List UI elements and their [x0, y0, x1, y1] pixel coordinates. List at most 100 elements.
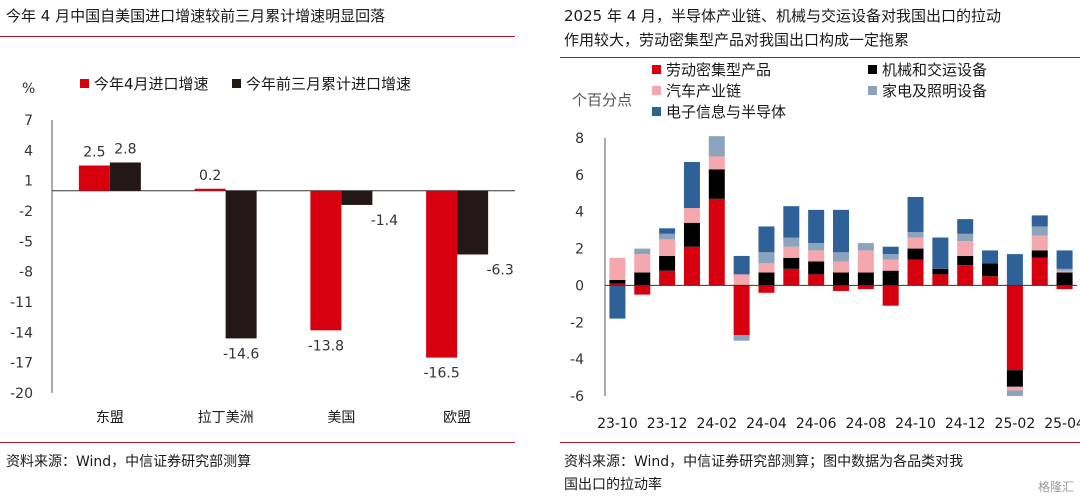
bar-segment-24-04-1: [758, 272, 775, 286]
bar-segment-24-03-0: [733, 285, 750, 336]
y-tick-label: -5: [19, 234, 33, 250]
bar-segment-24-07-4: [833, 209, 849, 253]
bar-segment-25-01-1: [982, 263, 999, 277]
y-tick-label: -11: [10, 295, 33, 311]
bar-segment-23-10-4: [609, 285, 626, 319]
bar-东盟-0: [78, 165, 110, 191]
legend-swatch-4: [652, 107, 661, 116]
bar-segment-24-05-0: [783, 268, 800, 286]
bar-segment-25-03-0: [1031, 257, 1048, 286]
bar-segment-24-07-1: [833, 272, 849, 286]
y-tick-label: -4: [570, 352, 584, 368]
y-tick-label: 2: [575, 242, 584, 258]
y-tick-label: -8: [19, 265, 33, 281]
x-tick-label: 24-12: [945, 416, 986, 432]
bar-segment-24-03-4: [733, 255, 750, 275]
bar-segment-23-11-1: [634, 272, 651, 286]
x-tick-label: 25-04: [1044, 416, 1080, 432]
left-chart-title: 今年 4 月中国自美国进口增速较前三月累计增速明显回落: [6, 7, 386, 25]
bar-segment-25-03-2: [1031, 235, 1048, 251]
bar-segment-25-02-1: [1006, 370, 1023, 387]
bar-segment-23-12-2: [659, 239, 676, 256]
bar-segment-24-09-0: [882, 285, 899, 306]
left-chart: 今年4月进口增速 今年前三月累计进口增速% 7 4 1 -2 -5 -8 -11 -14 -17 -2…: [10, 75, 515, 426]
data-label: -6.3: [486, 262, 513, 278]
bar-segment-24-11-0: [932, 274, 949, 286]
y-tick-label: -14: [10, 325, 33, 341]
bar-segment-25-02-0: [1006, 285, 1023, 371]
bar-segment-24-06-0: [808, 274, 825, 286]
bar-segment-24-05-1: [783, 257, 800, 269]
legend-label-0: 劳动密集型产品: [666, 61, 771, 79]
y-tick-label: 1: [24, 174, 33, 190]
bar-segment-25-04-0: [1056, 285, 1073, 290]
bar-segment-24-10-2: [907, 237, 924, 249]
legend-swatch-3: [868, 86, 877, 95]
legend-label-2: 汽车产业链: [666, 82, 741, 100]
bar-segment-23-12-1: [659, 255, 676, 271]
right-chart-title-line1: 2025 年 4 月，半导体产业链、机械与交运设备对我国出口的拉动: [564, 7, 1002, 25]
bar-segment-25-04-3: [1056, 268, 1073, 271]
watermark-logo: 格隆汇: [1037, 480, 1074, 494]
x-tick-label: 24-04: [746, 416, 787, 432]
legend-label-1: 今年前三月累计进口增速: [246, 75, 411, 93]
bar-segment-24-12-0: [957, 265, 974, 286]
bar-segment-24-09-1: [882, 270, 899, 286]
legend-swatch-2: [652, 86, 661, 95]
bar-segment-25-04-1: [1056, 272, 1073, 286]
bar-segment-24-01-2: [683, 208, 700, 223]
bar-segment-24-08-0: [857, 285, 874, 290]
bar-segment-25-01-0: [982, 276, 999, 286]
bar-segment-25-02-2: [1006, 386, 1023, 391]
bar-segment-25-02-3: [1006, 390, 1023, 396]
bar-segment-23-12-4: [659, 228, 676, 234]
bar-segment-24-07-3: [833, 252, 849, 262]
x-tick-label: 东盟: [96, 410, 124, 426]
bar-segment-23-11-0: [634, 285, 651, 295]
bar-segment-24-09-4: [882, 246, 899, 255]
bar-segment-24-01-0: [683, 246, 700, 286]
bar-segment-24-04-0: [758, 285, 775, 293]
bar-segment-23-10-0: [609, 283, 626, 286]
data-label: 2.5: [83, 145, 105, 161]
data-label: -14.6: [223, 346, 259, 362]
bar-美国-0: [310, 190, 342, 331]
bar-欧盟-0: [426, 190, 458, 358]
legend-label-1: 机械和交运设备: [882, 61, 987, 79]
bar-拉丁美洲-1: [225, 190, 257, 339]
x-tick-label: 24-08: [845, 416, 886, 432]
y-axis-unit: %: [22, 81, 35, 97]
bar-东盟-1: [109, 162, 141, 191]
y-tick-label: 0: [575, 278, 584, 294]
bar-欧盟-1: [457, 190, 489, 255]
x-tick-label: 拉丁美洲: [198, 410, 254, 426]
bar-segment-24-06-4: [808, 209, 825, 244]
bar-segment-24-11-4: [932, 237, 949, 269]
x-tick-label: 美国: [327, 410, 355, 426]
bar-segment-24-02-2: [708, 156, 725, 170]
legend-swatch-0: [80, 79, 89, 88]
bar-segment-24-02-0: [708, 198, 725, 286]
bar-segment-24-05-3: [783, 237, 800, 247]
legend-swatch-1: [868, 65, 877, 74]
bar-segment-24-05-4: [783, 206, 800, 238]
left-source: 资料来源：Wind，中信证券研究部测算: [6, 454, 252, 470]
bar-segment-25-01-4: [982, 250, 999, 264]
bar-segment-23-11-2: [634, 254, 651, 273]
bar-segment-24-09-3: [882, 254, 899, 260]
bar-segment-25-03-1: [1031, 250, 1048, 258]
right-source-line1: 资料来源：Wind，中信证券研究部测算；图中数据为各品类对我: [564, 454, 964, 470]
bar-segment-23-11-3: [634, 248, 651, 255]
bar-segment-24-08-1: [857, 272, 874, 286]
data-label: -13.8: [308, 338, 344, 354]
bar-segment-25-04-4: [1056, 250, 1073, 269]
bar-segment-24-07-2: [833, 261, 849, 273]
bar-segment-23-12-3: [659, 233, 676, 240]
bar-segment-24-06-1: [808, 261, 825, 275]
bar-segment-23-10-1: [609, 279, 626, 284]
x-tick-label: 23-12: [647, 416, 688, 432]
bar-segment-24-02-1: [708, 169, 725, 199]
right-title-rule: [560, 57, 1080, 58]
y-tick-label: 4: [24, 143, 33, 159]
